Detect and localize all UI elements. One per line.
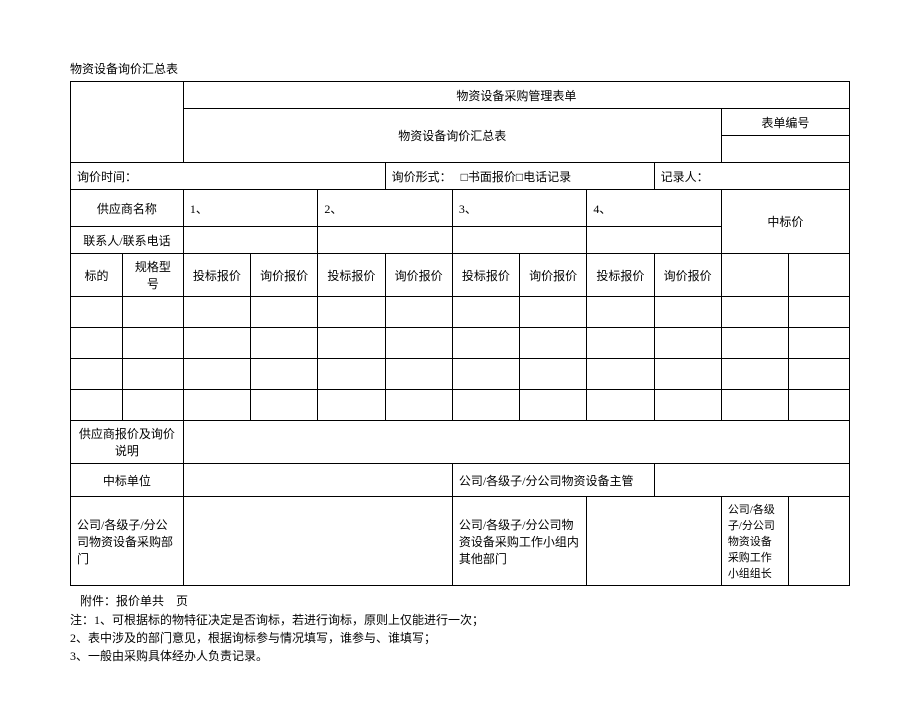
col-ask-2: 询价报价 [385, 254, 452, 297]
sign-left-value [183, 497, 452, 586]
inquiry-form-label: 询价形式： [392, 170, 452, 184]
table-row [71, 297, 850, 328]
supplier-2: 2、 [318, 190, 453, 227]
notes-block: 注：1、可根据标的物特征决定是否询标，若进行询标，原则上仅能进行一次； 2、表中… [70, 611, 850, 665]
supplier-name-label: 供应商名称 [71, 190, 184, 227]
sign-right-value [789, 497, 850, 586]
explain-label: 供应商报价及询价说明 [71, 421, 184, 464]
form-number-label: 表单编号 [721, 109, 849, 136]
supplier-1: 1、 [183, 190, 318, 227]
sign-right-label: 公司/各级子/分公司物资设备采购工作小组组长 [721, 497, 788, 586]
col-ask-3: 询价报价 [520, 254, 587, 297]
note-1: 注：1、可根据标的物特征决定是否询标，若进行询标，原则上仅能进行一次； [70, 611, 850, 629]
col-ask-1: 询价报价 [251, 254, 318, 297]
contact-1 [183, 227, 318, 254]
col-bid-4: 投标报价 [587, 254, 654, 297]
sign-left-label: 公司/各级子/分公司物资设备采购部门 [71, 497, 184, 586]
explain-value [183, 421, 849, 464]
page-title: 物资设备询价汇总表 [70, 60, 850, 77]
header-main-title: 物资设备采购管理表单 [183, 82, 849, 109]
inquiry-option-written: □书面报价 [461, 170, 516, 184]
contact-2 [318, 227, 453, 254]
col-spec: 规格型号 [123, 254, 184, 297]
table-row [71, 328, 850, 359]
note-2: 2、表中涉及的部门意见，根据询标参与情况填写，谁参与、谁填写； [70, 629, 850, 647]
inquiry-form-cell: 询价形式： □书面报价□电话记录 [385, 163, 654, 190]
winner-supervisor-label: 公司/各级子/分公司物资设备主管 [452, 464, 654, 497]
recorder-cell: 记录人： [654, 163, 849, 190]
col-bid-3: 投标报价 [452, 254, 519, 297]
form-number-value [721, 136, 849, 163]
winner-value [183, 464, 452, 497]
col-blank-b [789, 254, 850, 297]
contact-3 [452, 227, 587, 254]
winner-supervisor-value [654, 464, 849, 497]
contact-label: 联系人/联系电话 [71, 227, 184, 254]
inquiry-option-phone: □电话记录 [516, 170, 571, 184]
table-row [71, 359, 850, 390]
col-bid-1: 投标报价 [183, 254, 250, 297]
col-blank-a [721, 254, 788, 297]
col-target: 标的 [71, 254, 123, 297]
note-3: 3、一般由采购具体经办人负责记录。 [70, 647, 850, 665]
col-ask-4: 询价报价 [654, 254, 721, 297]
contact-4 [587, 227, 722, 254]
form-table: 物资设备采购管理表单 物资设备询价汇总表 表单编号 询价时间： 询价形式： □书… [70, 81, 850, 586]
inquiry-time-cell: 询价时间： [71, 163, 386, 190]
sign-mid-value [587, 497, 722, 586]
sign-mid-label: 公司/各级子/分公司物资设备采购工作小组内其他部门 [452, 497, 587, 586]
header-sub-title: 物资设备询价汇总表 [183, 109, 721, 163]
supplier-3: 3、 [452, 190, 587, 227]
col-bid-2: 投标报价 [318, 254, 385, 297]
supplier-4: 4、 [587, 190, 722, 227]
table-row [71, 390, 850, 421]
winner-label: 中标单位 [71, 464, 184, 497]
bid-price-label: 中标价 [721, 190, 849, 254]
attachment-text: 附件：报价单共 页 [80, 592, 850, 609]
header-left-blank [71, 82, 184, 163]
